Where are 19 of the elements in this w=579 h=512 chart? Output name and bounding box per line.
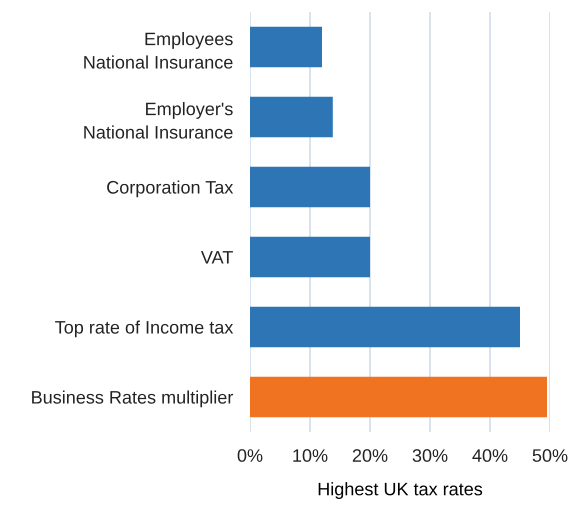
y-tick-label: Employees National Insurance [84, 32, 233, 69]
x-tick-label: 30% [412, 449, 448, 462]
bar [250, 96, 333, 138]
bar [250, 26, 322, 68]
x-tick-label: 50% [532, 449, 568, 462]
bar [250, 166, 370, 208]
y-tick-label: VAT [200, 251, 233, 264]
y-tick-label: Business Rates multiplier [32, 390, 234, 408]
x-tick-label: 10% [293, 449, 328, 462]
x-tick-label: 0% [238, 449, 262, 462]
bar [250, 376, 547, 418]
bar [250, 236, 370, 278]
y-tick-label: Employer's National Insurance [84, 102, 233, 139]
x-tick-label: 20% [352, 449, 388, 462]
y-tick-label: Corporation Tax [107, 180, 234, 198]
x-axis-title: Highest UK tax rates [318, 482, 482, 499]
bar [250, 306, 520, 348]
y-tick-label: Top rate of Income tax [55, 320, 234, 338]
x-tick-label: 40% [472, 449, 508, 462]
